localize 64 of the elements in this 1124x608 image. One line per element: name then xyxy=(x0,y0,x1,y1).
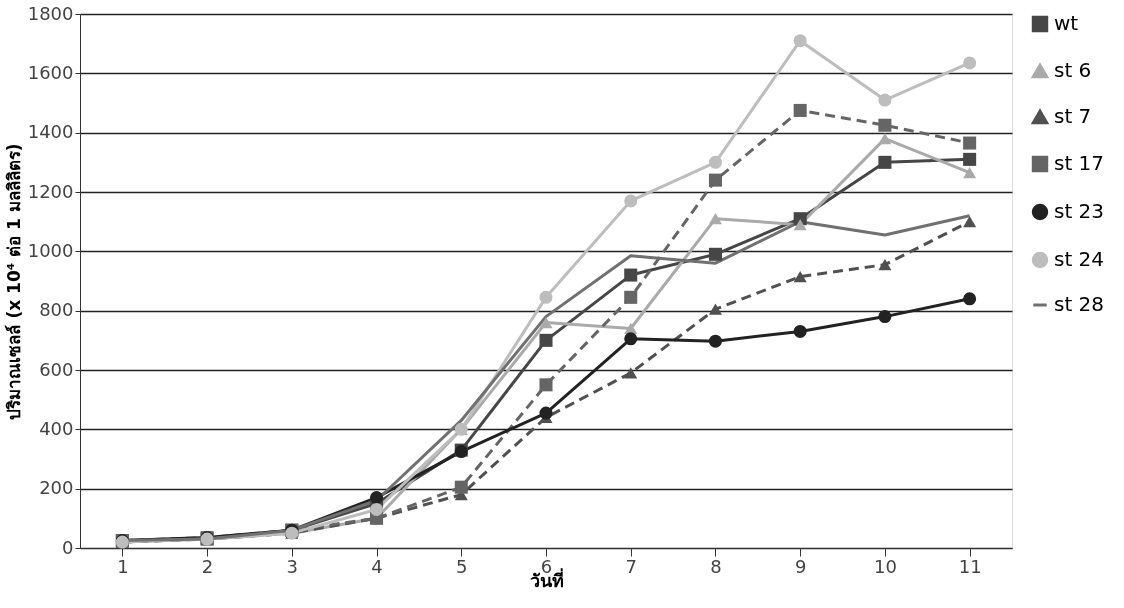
y-tick-label: 1400 xyxy=(27,121,74,143)
y-tick-label: 600 xyxy=(39,358,74,380)
y-tick-label: 800 xyxy=(39,299,74,321)
point xyxy=(793,270,807,283)
point xyxy=(708,155,722,169)
x-tick-label: 7 xyxy=(625,555,637,577)
point xyxy=(878,118,892,132)
point xyxy=(539,406,553,420)
point xyxy=(624,268,638,282)
legend-label: st 28 xyxy=(1054,292,1105,316)
x-tick-label: 8 xyxy=(710,555,722,577)
point xyxy=(878,132,892,145)
point xyxy=(708,334,722,348)
point xyxy=(454,480,468,494)
point xyxy=(539,333,553,347)
y-tick-label: 1600 xyxy=(27,61,74,83)
point xyxy=(624,194,638,208)
point xyxy=(963,292,977,306)
y-tick-label: 400 xyxy=(39,417,74,439)
x-tick-label: 3 xyxy=(286,555,299,577)
x-tick-label: 10 xyxy=(873,555,897,577)
point xyxy=(539,290,553,304)
x-tick-label: 11 xyxy=(958,555,982,577)
point xyxy=(539,316,553,329)
point xyxy=(624,332,638,346)
point xyxy=(878,155,892,169)
x-tick-label: 1 xyxy=(117,555,129,577)
y-tick-label: 0 xyxy=(62,536,74,558)
legend-label: st 23 xyxy=(1054,199,1105,223)
point xyxy=(370,491,384,505)
legend-label: st 7 xyxy=(1054,104,1092,128)
point xyxy=(878,259,892,271)
y-axis-title: ปริมาณเซลล์ (x 10⁴ ต่อ 1 มลลิลิตร) xyxy=(3,143,24,420)
point xyxy=(878,93,892,107)
point xyxy=(793,103,807,117)
point xyxy=(963,56,977,70)
point xyxy=(624,290,638,304)
point xyxy=(963,216,977,228)
legend-label: st 17 xyxy=(1054,151,1105,175)
x-tick-label: 5 xyxy=(456,555,468,577)
x-tick-label: 9 xyxy=(794,555,807,577)
point xyxy=(878,310,892,324)
point xyxy=(708,173,722,187)
point xyxy=(963,167,977,179)
y-tick-label: 1000 xyxy=(27,239,74,261)
y-tick-label: 1200 xyxy=(27,180,74,202)
point xyxy=(708,303,722,315)
point xyxy=(963,136,977,150)
y-tick-label: 200 xyxy=(39,477,74,499)
point xyxy=(793,324,807,338)
point xyxy=(793,218,807,231)
point xyxy=(624,367,638,379)
legend-label: wt xyxy=(1054,11,1079,35)
point xyxy=(793,34,807,48)
legend-label: st 24 xyxy=(1054,247,1105,271)
point xyxy=(708,247,722,261)
legend-label: st 6 xyxy=(1054,58,1092,82)
x-tick-label: 2 xyxy=(201,555,214,577)
point xyxy=(708,213,722,225)
point xyxy=(963,152,977,166)
point xyxy=(539,378,553,392)
x-tick-label: 4 xyxy=(371,555,383,577)
point xyxy=(370,502,384,516)
y-tick-label: 1800 xyxy=(27,2,74,24)
